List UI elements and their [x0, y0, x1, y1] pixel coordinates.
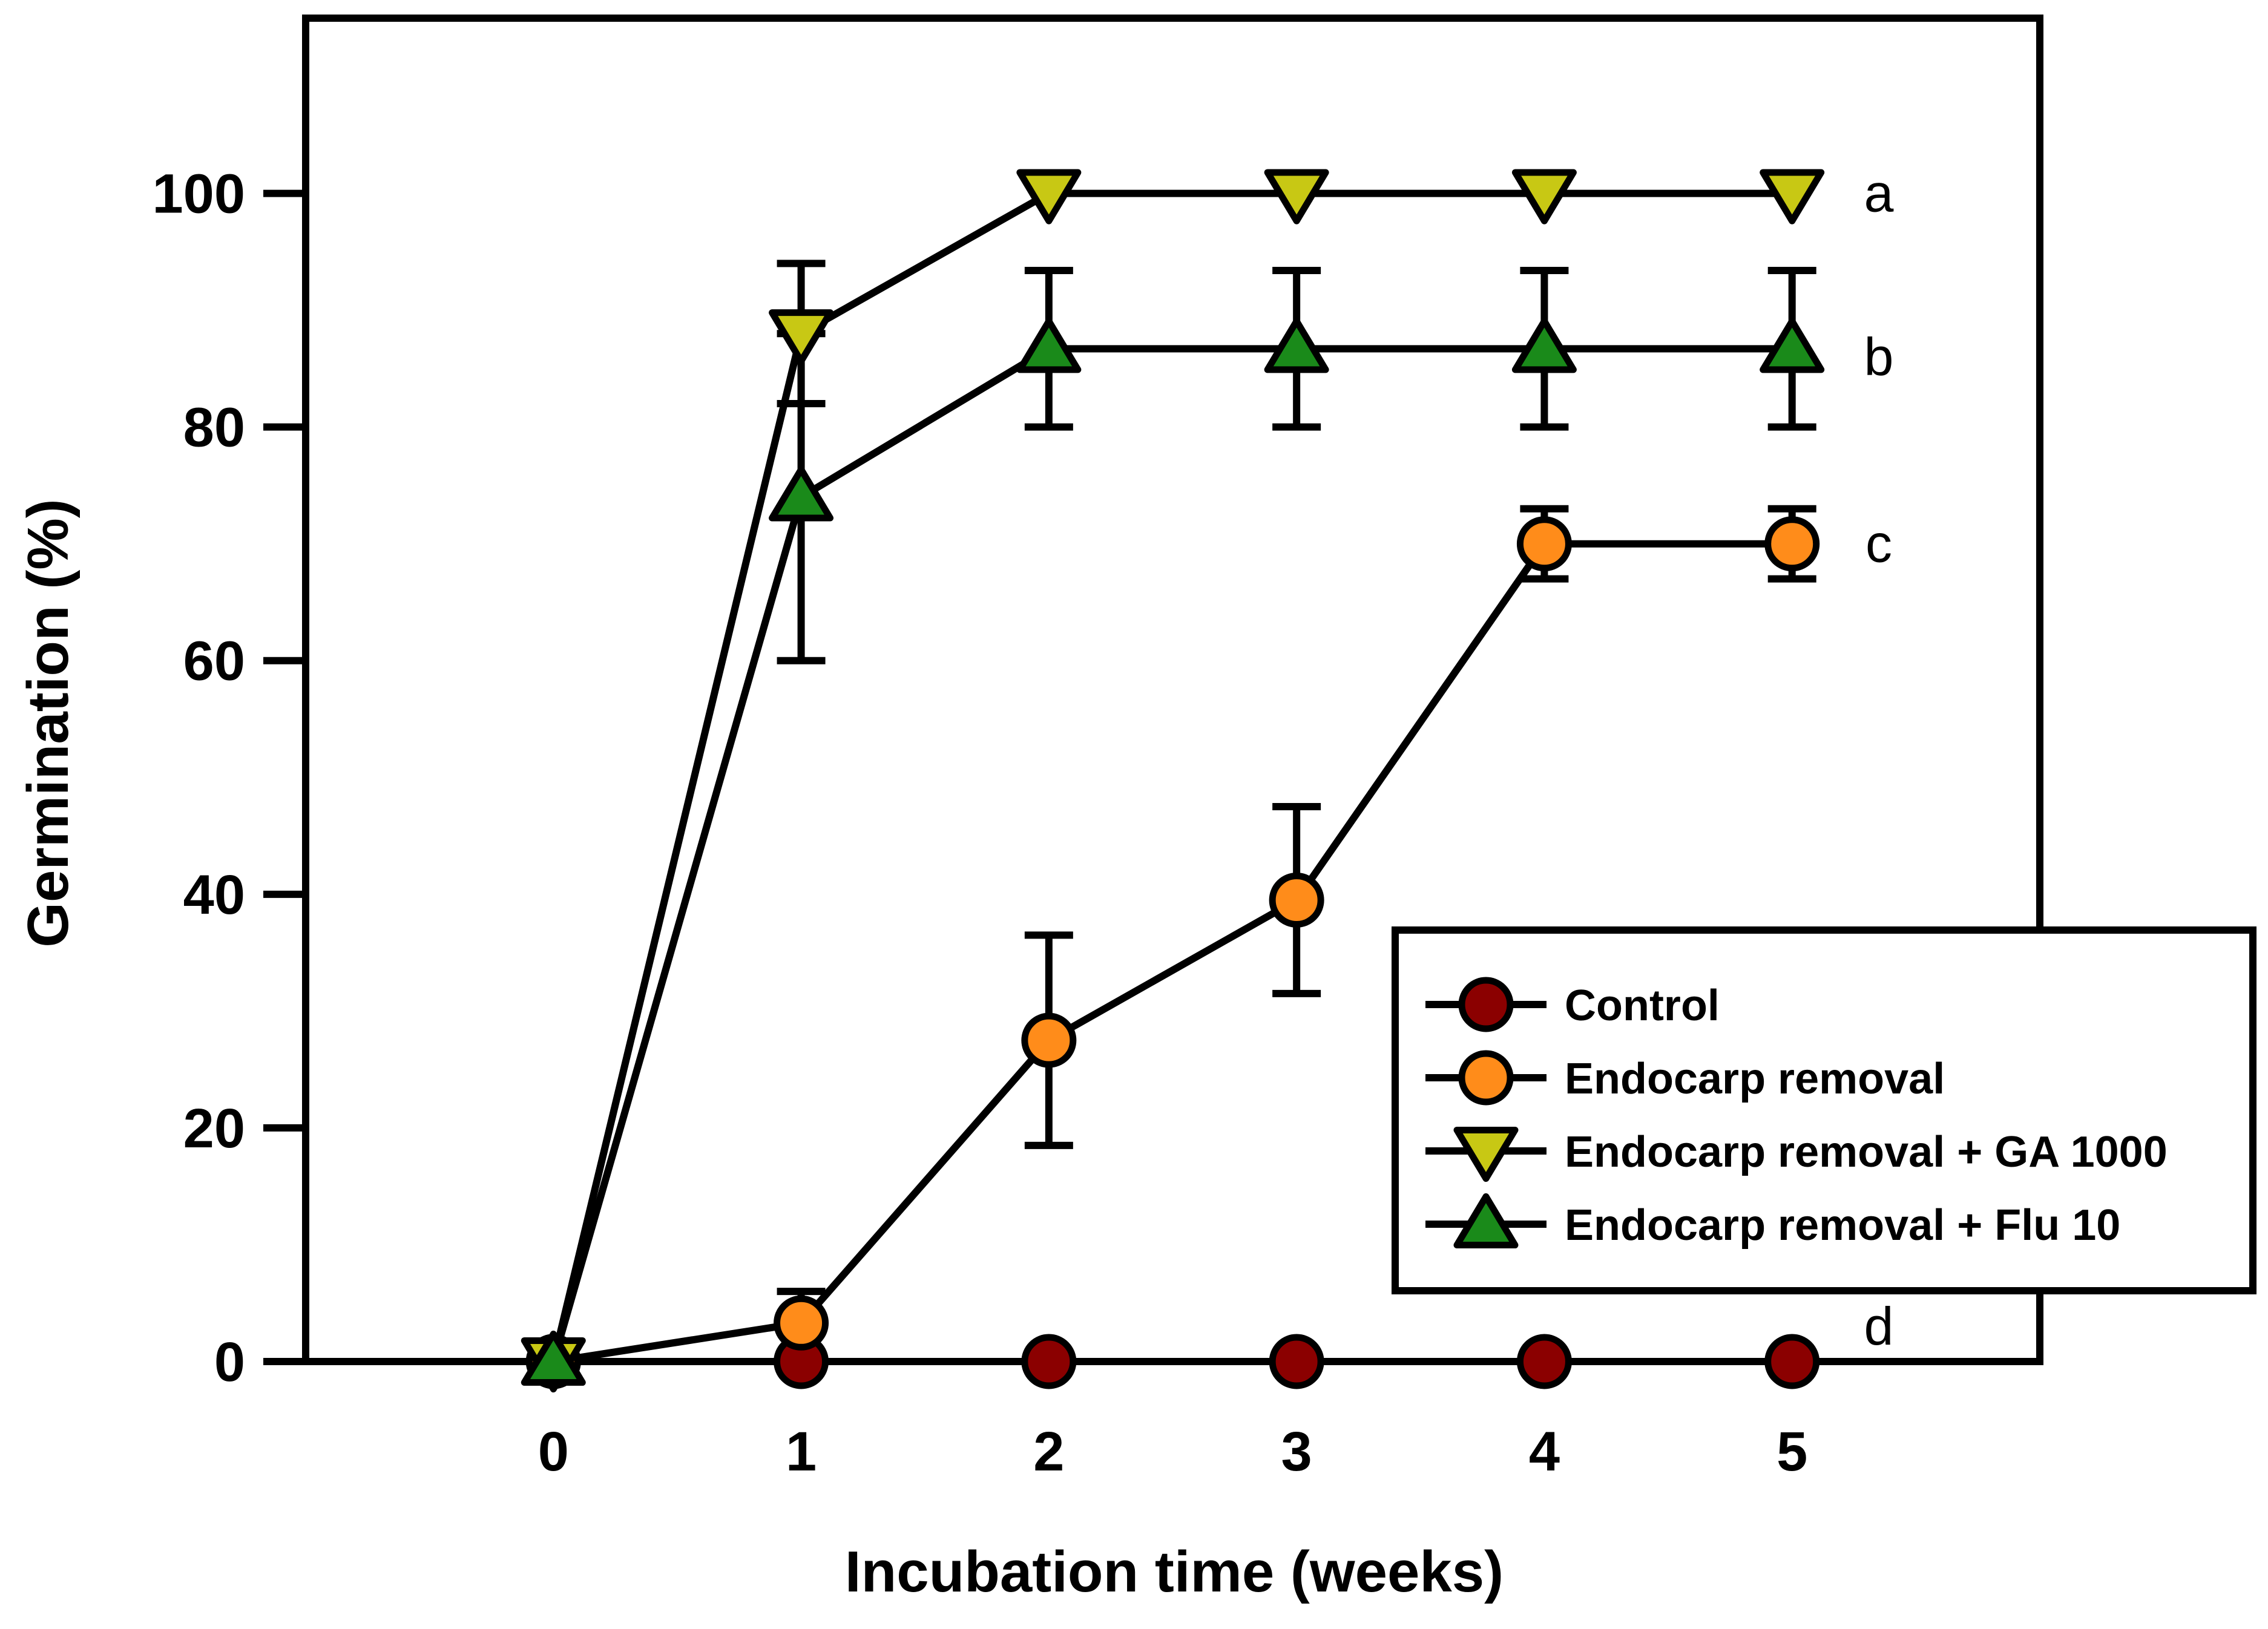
data-point-endocarp-removal: [1764, 516, 1820, 572]
data-point-control: [1021, 1334, 1077, 1389]
x-tick-label: 1: [786, 1421, 817, 1483]
data-point-endocarp-removal: [1269, 872, 1324, 928]
y-tick-label: 60: [183, 631, 245, 692]
legend-label: Endocarp removal + GA 1000: [1565, 1128, 2168, 1176]
x-tick-label: 3: [1281, 1421, 1312, 1483]
legend: Control Endocarp removal Endocarp removal …: [1392, 926, 2256, 1294]
data-point-endocarp-removal-flu-10: [521, 1330, 586, 1386]
series-line-endocarp-removal-ga-1000: [550, 189, 1792, 1363]
significance-letter: b: [1864, 327, 1893, 387]
data-point-control: [1269, 1334, 1324, 1389]
data-point-endocarp-removal-ga-1000: [1264, 169, 1329, 225]
x-tick-label: 5: [1777, 1421, 1807, 1483]
legend-label: Endocarp removal: [1565, 1055, 1945, 1103]
y-tick-label: 100: [153, 163, 246, 225]
legend-marker: [1453, 1193, 1519, 1249]
markers-layer: [521, 169, 1825, 1393]
x-axis-label: Incubation time (weeks): [845, 1539, 1504, 1604]
series-lines-layer: [550, 189, 1792, 1365]
legend-label: Control: [1565, 982, 1720, 1030]
data-point-control: [1764, 1334, 1820, 1389]
legend-marker: [1453, 1126, 1519, 1182]
data-point-endocarp-removal-ga-1000: [1016, 169, 1082, 225]
data-point-endocarp-removal-flu-10: [1511, 318, 1577, 373]
significance-letter: d: [1864, 1296, 1893, 1356]
y-tick-label: 0: [214, 1331, 245, 1393]
data-point-endocarp-removal-flu-10: [769, 466, 834, 522]
x-tick-label: 0: [538, 1421, 569, 1483]
data-point-endocarp-removal: [1021, 1012, 1077, 1068]
data-point-endocarp-removal-ga-1000: [769, 309, 834, 365]
data-point-endocarp-removal-flu-10: [1760, 318, 1825, 373]
annotations-layer: a b c d: [1864, 163, 1893, 1357]
y-axis-label: Germination (%): [16, 499, 81, 947]
data-point-endocarp-removal: [774, 1295, 829, 1351]
data-point-endocarp-removal: [1516, 516, 1572, 572]
legend-label: Endocarp removal + Flu 10: [1565, 1201, 2120, 1250]
data-point-endocarp-removal-flu-10: [1016, 318, 1082, 373]
data-point-endocarp-removal-flu-10: [1264, 318, 1329, 373]
series-line-endocarp-removal: [553, 540, 1792, 1365]
data-point-endocarp-removal-ga-1000: [1511, 169, 1577, 225]
y-tick-label: 80: [183, 397, 245, 459]
y-tick-label: 20: [183, 1098, 245, 1159]
data-point-control: [1516, 1334, 1572, 1389]
x-tick-label: 4: [1529, 1421, 1560, 1483]
significance-letter: a: [1864, 163, 1893, 223]
legend-marker: [1458, 1050, 1514, 1106]
x-tick-label: 2: [1033, 1421, 1064, 1483]
legend-marker: [1458, 977, 1514, 1032]
data-point-endocarp-removal-ga-1000: [1760, 169, 1825, 225]
series-line-endocarp-removal-flu-10: [550, 345, 1792, 1363]
legend-box: [1392, 926, 2256, 1294]
significance-letter: c: [1865, 514, 1892, 574]
y-tick-label: 40: [183, 864, 245, 926]
